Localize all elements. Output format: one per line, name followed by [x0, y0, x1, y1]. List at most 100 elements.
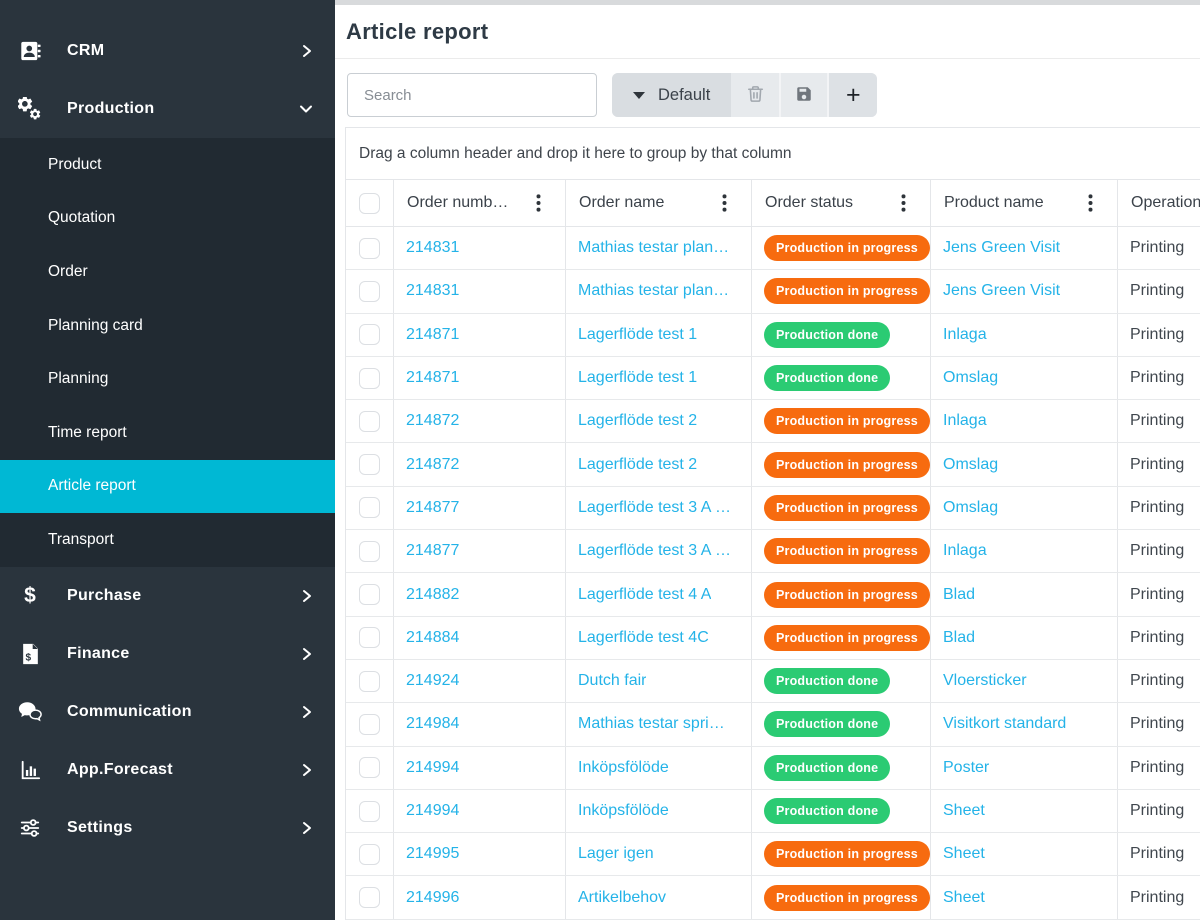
column-menu-icon[interactable]	[901, 194, 906, 212]
row-checkbox-cell	[346, 227, 394, 270]
order-name-link[interactable]: Dutch fair	[578, 672, 647, 690]
sidebar-item-transport[interactable]: Transport	[48, 530, 114, 548]
product-name-link[interactable]: Blad	[943, 585, 976, 603]
sidebar-item-order[interactable]: Order	[48, 262, 88, 280]
row-checkbox[interactable]	[359, 713, 380, 735]
order-number-link[interactable]: 214924	[406, 672, 460, 690]
sidebar-item-communication[interactable]: Communication	[0, 683, 335, 741]
row-checkbox[interactable]	[359, 887, 380, 909]
delete-view-button[interactable]	[731, 73, 780, 117]
order-number-link[interactable]: 214996	[406, 888, 460, 906]
order-name-link[interactable]: Lagerflöde test 4 A	[578, 585, 712, 603]
order-number-link[interactable]: 214872	[406, 412, 460, 430]
order-name-link[interactable]: Inköpsfölöde	[578, 802, 669, 819]
row-checkbox[interactable]	[359, 454, 380, 476]
column-header-order-status[interactable]: Order status	[752, 180, 931, 226]
sidebar-item-settings[interactable]: Settings	[0, 799, 335, 857]
order-name-link[interactable]: Lagerflöde test 2	[578, 412, 698, 430]
order-name-link[interactable]: Artikelbehov	[578, 888, 667, 906]
sidebar-item-planning-card[interactable]: Planning card	[48, 316, 143, 334]
column-menu-icon[interactable]	[1088, 194, 1093, 212]
order-name-link[interactable]: Lagerflöde test 1	[578, 325, 698, 343]
row-checkbox[interactable]	[359, 237, 380, 259]
order-number-link[interactable]: 214884	[406, 628, 460, 646]
product-name-link[interactable]: Vloersticker	[943, 672, 1027, 690]
row-checkbox[interactable]	[359, 627, 380, 649]
view-selector-button[interactable]: Default	[612, 73, 732, 117]
table-row: 214994 Inköpsfölöde Production done Post…	[346, 746, 1200, 790]
column-header-order-number[interactable]: Order numb…	[394, 180, 566, 226]
product-name-link[interactable]: Sheet	[943, 802, 985, 819]
sidebar-item-crm[interactable]: CRM	[0, 22, 335, 80]
order-name-link[interactable]: Mathias testar plan…	[578, 282, 730, 300]
product-name-link[interactable]: Inlaga	[943, 542, 987, 560]
cell-operation: Printing	[1118, 314, 1200, 356]
row-checkbox[interactable]	[359, 757, 380, 779]
row-checkbox[interactable]	[359, 367, 380, 389]
table-body: 214831 Mathias testar plan… Production i…	[346, 227, 1200, 920]
order-number-link[interactable]: 214994	[406, 758, 460, 776]
product-name-link[interactable]: Blad	[943, 628, 976, 646]
order-number-link[interactable]: 214995	[406, 845, 460, 863]
product-name-link[interactable]: Sheet	[943, 845, 985, 863]
order-name-link[interactable]: Mathias testar plan…	[578, 239, 730, 257]
product-name-link[interactable]: Omslag	[943, 498, 999, 516]
column-menu-icon[interactable]	[536, 194, 541, 212]
order-number-link[interactable]: 214831	[406, 239, 460, 257]
select-all-checkbox[interactable]	[359, 192, 380, 214]
sidebar-item-article-report[interactable]: Article report	[0, 459, 335, 514]
row-checkbox[interactable]	[359, 410, 380, 432]
row-checkbox[interactable]	[359, 540, 380, 562]
product-name-link[interactable]: Jens Green Visit	[943, 239, 1061, 257]
group-by-drop-zone[interactable]: Drag a column header and drop it here to…	[346, 128, 1200, 180]
add-view-button[interactable]: +	[827, 73, 878, 117]
order-number-link[interactable]: 214882	[406, 585, 460, 603]
product-name-link[interactable]: Omslag	[943, 369, 999, 387]
sidebar-item-product[interactable]: Product	[48, 155, 102, 173]
search-input[interactable]	[347, 73, 597, 117]
order-name-link[interactable]: Lagerflöde test 3 A …	[578, 542, 731, 560]
sidebar-item-planning[interactable]: Planning	[48, 370, 109, 388]
column-menu-icon[interactable]	[722, 194, 727, 212]
order-number-link[interactable]: 214831	[406, 282, 460, 300]
order-number-link[interactable]: 214877	[406, 498, 460, 516]
save-view-button[interactable]	[779, 73, 828, 117]
row-checkbox[interactable]	[359, 497, 380, 519]
order-number-link[interactable]: 214872	[406, 455, 460, 473]
sidebar-item-quotation[interactable]: Quotation	[48, 209, 116, 227]
order-number-link[interactable]: 214984	[406, 715, 460, 733]
order-number-link[interactable]: 214994	[406, 802, 460, 819]
order-name-link[interactable]: Lager igen	[578, 845, 654, 863]
row-checkbox[interactable]	[359, 670, 380, 692]
column-header-product-name[interactable]: Product name	[931, 180, 1118, 226]
order-number-link[interactable]: 214877	[406, 542, 460, 560]
product-name-link[interactable]: Omslag	[943, 455, 999, 473]
order-name-link[interactable]: Lagerflöde test 3 A …	[578, 498, 731, 516]
row-checkbox[interactable]	[359, 324, 380, 346]
sidebar-item-app-forecast[interactable]: App.Forecast	[0, 741, 335, 799]
sidebar-item-finance[interactable]: $ Finance	[0, 625, 335, 683]
order-name-link[interactable]: Lagerflöde test 4C	[578, 628, 709, 646]
order-name-link[interactable]: Inköpsfölöde	[578, 758, 669, 776]
row-checkbox[interactable]	[359, 843, 380, 865]
order-name-link[interactable]: Lagerflöde test 1	[578, 369, 698, 387]
column-header-order-name[interactable]: Order name	[566, 180, 752, 226]
sidebar-item-time-report[interactable]: Time report	[48, 423, 127, 441]
product-name-link[interactable]: Inlaga	[943, 412, 987, 430]
product-name-link[interactable]: Poster	[943, 758, 990, 776]
sidebar-item-production[interactable]: Production	[0, 80, 335, 138]
row-checkbox[interactable]	[359, 584, 380, 606]
sidebar-item-purchase[interactable]: $ Purchase	[0, 567, 335, 625]
order-number-link[interactable]: 214871	[406, 325, 460, 343]
column-header-operation[interactable]: Operation	[1118, 180, 1200, 226]
status-badge: Production done	[764, 711, 891, 738]
product-name-link[interactable]: Sheet	[943, 888, 985, 906]
order-name-link[interactable]: Lagerflöde test 2	[578, 455, 698, 473]
row-checkbox[interactable]	[359, 280, 380, 302]
product-name-link[interactable]: Visitkort standard	[943, 715, 1067, 733]
order-name-link[interactable]: Mathias testar spri…	[578, 715, 725, 733]
product-name-link[interactable]: Inlaga	[943, 325, 987, 343]
order-number-link[interactable]: 214871	[406, 369, 460, 387]
row-checkbox[interactable]	[359, 800, 380, 822]
product-name-link[interactable]: Jens Green Visit	[943, 282, 1061, 300]
